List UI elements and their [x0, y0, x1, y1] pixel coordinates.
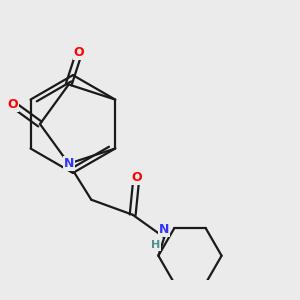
Text: O: O — [74, 46, 85, 59]
Text: N: N — [64, 157, 74, 170]
Text: N: N — [159, 223, 169, 236]
Text: O: O — [131, 171, 142, 184]
Text: O: O — [7, 98, 18, 111]
Text: H: H — [151, 240, 160, 250]
